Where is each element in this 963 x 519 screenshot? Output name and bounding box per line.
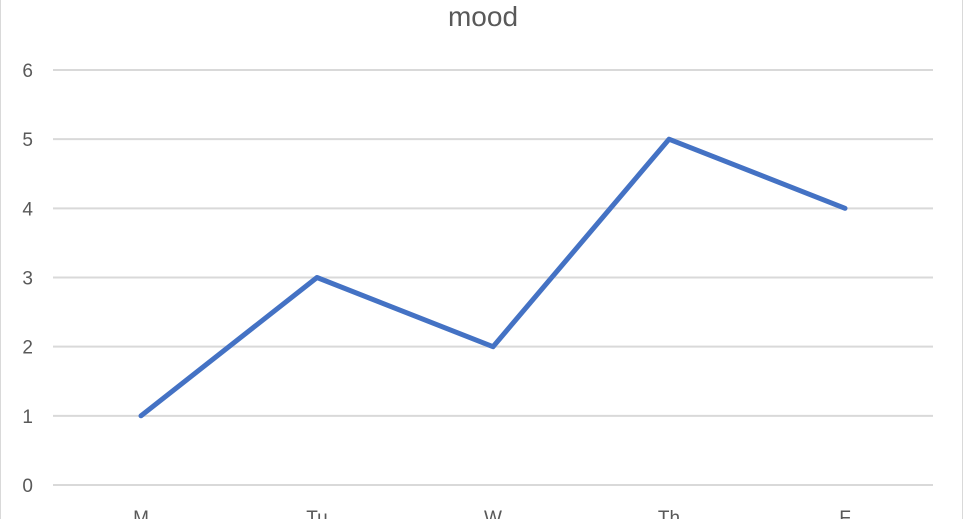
y-tick-label-0: 0 xyxy=(22,476,33,497)
x-axis-tick-labels: M Tu W Th F xyxy=(133,508,851,519)
y-tick-label-4: 4 xyxy=(22,199,33,220)
x-tick-label-m: M xyxy=(133,508,149,519)
y-tick-label-3: 3 xyxy=(22,269,33,290)
x-tick-label-tu: Tu xyxy=(306,508,327,519)
series-layer xyxy=(138,136,848,419)
y-tick-label-5: 5 xyxy=(22,130,33,151)
chart-title: mood xyxy=(448,1,518,32)
x-tick-label-f: F xyxy=(839,508,851,519)
y-axis-tick-labels: 0 1 2 3 4 5 6 xyxy=(22,61,33,497)
x-tick-label-w: W xyxy=(484,508,502,519)
y-tick-label-1: 1 xyxy=(22,407,33,428)
gridlines xyxy=(53,69,933,486)
y-tick-label-2: 2 xyxy=(22,338,33,359)
x-tick-label-th: Th xyxy=(658,508,680,519)
y-tick-label-6: 6 xyxy=(22,61,33,82)
